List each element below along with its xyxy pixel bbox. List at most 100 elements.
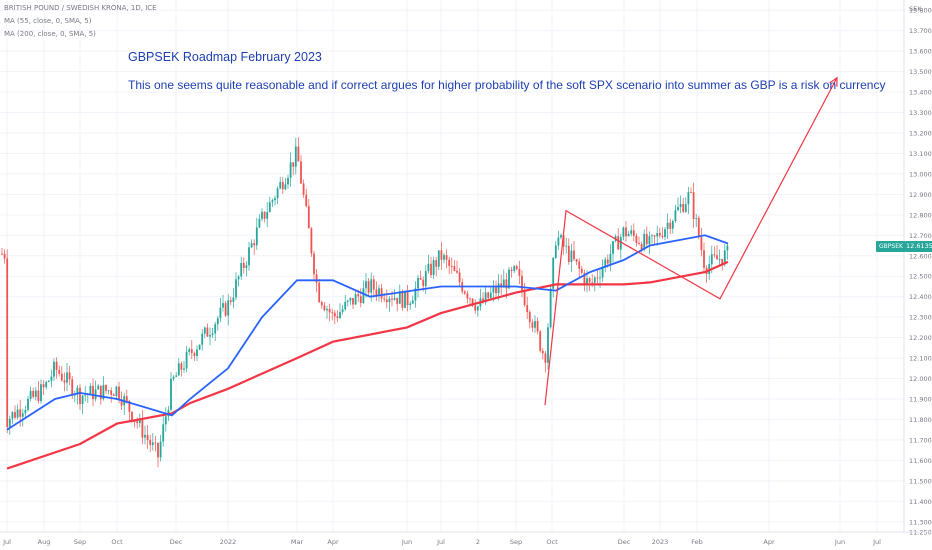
chart-grid [0, 0, 904, 533]
candle-body [552, 257, 555, 289]
candle-body [658, 233, 661, 236]
price-tick-label: 12.9000 [909, 191, 932, 199]
candle-body [209, 335, 211, 337]
candle-body [396, 297, 399, 304]
candle-body [505, 279, 508, 289]
candle-body [237, 276, 240, 280]
price-tick-label: 11.7000 [909, 436, 932, 444]
candle-body [318, 282, 321, 303]
candle-body [40, 384, 42, 402]
candle-body [601, 267, 604, 278]
candle-body [300, 161, 302, 184]
price-tick-label: 13.3000 [909, 109, 932, 117]
candle-body [11, 412, 14, 419]
candle-body [326, 308, 328, 311]
price-tick-label: 12.0000 [909, 375, 932, 383]
candle-body [248, 247, 250, 266]
candle-body [131, 411, 133, 422]
candle-body [497, 283, 500, 294]
candle-body [328, 308, 331, 313]
currency-label: SEK [909, 5, 922, 13]
candle-body [8, 418, 11, 428]
candle-body [474, 305, 477, 311]
candle-body [339, 312, 341, 319]
time-tick-label: Jul [436, 538, 445, 546]
candle-body [372, 279, 375, 290]
time-tick-label: Dec [618, 538, 631, 546]
candle-body [463, 291, 466, 294]
candle-body [60, 373, 63, 381]
candle-body [445, 255, 448, 260]
candle-body [723, 250, 726, 265]
candle-body [557, 237, 560, 246]
candle-body [531, 322, 534, 328]
candle-body [484, 292, 487, 303]
candle-body [180, 363, 183, 370]
candle-body [435, 260, 438, 267]
candle-body [521, 275, 523, 291]
candle-body [84, 394, 87, 396]
candle-body [175, 375, 178, 377]
candle-body [375, 289, 378, 296]
candle-body [502, 279, 505, 288]
candle-body [203, 327, 206, 334]
price-tick-label: 12.4000 [909, 293, 932, 301]
candle-body [346, 300, 349, 302]
candle-body [102, 384, 105, 400]
time-tick-label: Apr [327, 538, 339, 546]
candle-body [586, 278, 588, 285]
candle-body [216, 318, 219, 325]
candle-body [424, 271, 427, 287]
candle-body [697, 218, 700, 238]
ma200-line [6, 260, 729, 470]
candle-body [229, 300, 232, 302]
ma55-legend[interactable]: MA (55, close, 0, SMA, 5) [4, 17, 92, 25]
candle-body [359, 296, 362, 303]
candle-body [404, 290, 406, 308]
candle-body [128, 400, 131, 412]
candle-body [362, 288, 365, 303]
candle-body [523, 290, 526, 306]
price-tick-label: 13.0000 [909, 170, 932, 178]
price-tick-label: 12.6000 [909, 252, 932, 260]
candle-body [682, 204, 685, 212]
candle-body [638, 242, 640, 244]
candle-body [258, 218, 261, 228]
candle-body [476, 306, 479, 311]
candle-body [593, 277, 596, 283]
candle-body [341, 309, 344, 313]
candle-body [411, 300, 414, 304]
price-tick-label: 11.8000 [909, 416, 932, 424]
ma200-legend[interactable]: MA (200, close, 0, SMA, 5) [4, 30, 96, 38]
candle-body [378, 288, 380, 296]
candle-body [284, 184, 287, 190]
candle-body [643, 233, 646, 250]
candle-body [97, 385, 100, 390]
price-tick-label: 11.3000 [909, 518, 932, 526]
candle-body [583, 272, 586, 285]
candle-body [146, 434, 149, 440]
candle-body [211, 333, 214, 336]
candle-body [645, 233, 648, 245]
candle-body [518, 268, 521, 276]
candle-body [120, 399, 123, 406]
annotation-body: This one seems quite reasonable and if c… [128, 78, 886, 92]
candle-body [136, 421, 139, 424]
candle-body [227, 300, 230, 316]
candle-body [635, 235, 638, 243]
candle-body [193, 353, 196, 356]
candle-body [515, 266, 518, 269]
candle-body [162, 424, 165, 442]
candle-body [487, 292, 490, 298]
candle-body [206, 327, 209, 337]
candle-body [302, 183, 305, 195]
candle-body [632, 230, 635, 236]
candle-body [68, 372, 71, 380]
candle-body [172, 376, 175, 379]
candle-body [66, 372, 68, 383]
candle-body [695, 218, 698, 219]
candle-body [47, 380, 50, 382]
candle-body [219, 307, 222, 319]
candle-body [448, 259, 451, 266]
